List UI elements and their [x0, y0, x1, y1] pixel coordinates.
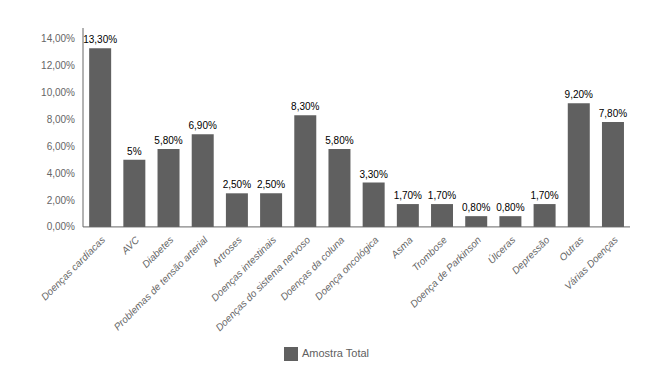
svg-text:Asma: Asma: [388, 234, 415, 261]
svg-text:5%: 5%: [127, 146, 142, 157]
svg-text:Diabetes: Diabetes: [140, 234, 176, 270]
svg-text:6,00%: 6,00%: [47, 141, 75, 152]
svg-text:Doenças do sistema nervoso: Doenças do sistema nervoso: [213, 234, 313, 334]
svg-text:14,00%: 14,00%: [41, 33, 75, 44]
svg-text:8,30%: 8,30%: [291, 101, 319, 112]
svg-text:Úlceras: Úlceras: [485, 233, 517, 265]
svg-text:Doenças intestinais: Doenças intestinais: [209, 234, 278, 303]
svg-text:5,80%: 5,80%: [154, 135, 182, 146]
svg-text:Artroses: Artroses: [209, 234, 244, 269]
html-text:Amostra Total: Amostra Total: [302, 346, 369, 359]
svg-text:2,00%: 2,00%: [47, 195, 75, 206]
svg-text:0,80%: 0,80%: [496, 202, 524, 213]
svg-text:1,70%: 1,70%: [428, 190, 456, 201]
svg-text:Doença de Parkinson: Doença de Parkinson: [408, 234, 484, 310]
svg-text:1,70%: 1,70%: [394, 190, 422, 201]
svg-text:10,00%: 10,00%: [41, 87, 75, 98]
svg-text:5,80%: 5,80%: [325, 135, 353, 146]
svg-text:AVC: AVC: [119, 234, 142, 257]
svg-text:13,30%: 13,30%: [83, 34, 117, 45]
svg-text:8,00%: 8,00%: [47, 114, 75, 125]
svg-text:Doenças da coluna: Doenças da coluna: [278, 234, 347, 303]
svg-text:Doença oncológica: Doença oncológica: [313, 234, 381, 302]
svg-text:2,50%: 2,50%: [223, 179, 251, 190]
svg-text:2,50%: 2,50%: [257, 179, 285, 190]
svg-text:0,00%: 0,00%: [47, 221, 75, 232]
svg-text:0,80%: 0,80%: [462, 202, 490, 213]
svg-text:4,00%: 4,00%: [47, 168, 75, 179]
svg-text:12,00%: 12,00%: [41, 60, 75, 71]
svg-text:Depressão: Depressão: [510, 234, 552, 276]
svg-text:1,70%: 1,70%: [530, 190, 558, 201]
svg-text:Várias Doenças: Várias Doenças: [562, 234, 620, 292]
svg-text:6,90%: 6,90%: [189, 120, 217, 131]
svg-text:9,20%: 9,20%: [565, 89, 593, 100]
svg-text:Trombose: Trombose: [410, 234, 449, 274]
svg-text:Doenças cardíacas: Doenças cardíacas: [39, 234, 107, 302]
svg-text:7,80%: 7,80%: [599, 108, 627, 119]
svg-text:Outras: Outras: [557, 234, 586, 263]
svg-text:Problemas de tensão arterial: Problemas de tensão arterial: [112, 234, 211, 333]
svg-text:3,30%: 3,30%: [359, 169, 387, 180]
